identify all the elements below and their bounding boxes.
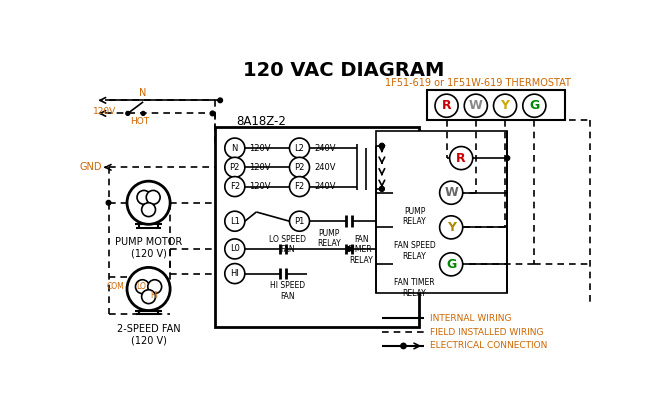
Circle shape: [141, 203, 155, 217]
Text: HI: HI: [151, 291, 159, 300]
Circle shape: [494, 94, 517, 117]
Text: PUMP
RELAY: PUMP RELAY: [317, 229, 340, 248]
Circle shape: [225, 264, 245, 284]
Circle shape: [440, 216, 463, 239]
Circle shape: [225, 211, 245, 231]
Circle shape: [401, 343, 406, 349]
Text: 2-SPEED FAN
(120 V): 2-SPEED FAN (120 V): [117, 323, 180, 345]
Text: 240V: 240V: [314, 182, 336, 191]
Text: FIELD INSTALLED WIRING: FIELD INSTALLED WIRING: [430, 328, 544, 336]
Text: LO SPEED
FAN: LO SPEED FAN: [269, 235, 306, 254]
Circle shape: [141, 111, 145, 115]
Circle shape: [346, 247, 351, 251]
Text: P1: P1: [294, 217, 305, 226]
Circle shape: [440, 181, 463, 204]
Circle shape: [440, 253, 463, 276]
Text: L1: L1: [230, 217, 240, 226]
Text: FAN SPEED
RELAY: FAN SPEED RELAY: [394, 241, 436, 261]
Text: 120V: 120V: [93, 106, 117, 116]
Circle shape: [218, 98, 222, 103]
Circle shape: [380, 143, 384, 148]
Text: P2: P2: [294, 163, 305, 172]
Text: HI SPEED
FAN: HI SPEED FAN: [271, 281, 306, 301]
Text: F2: F2: [230, 182, 240, 191]
Circle shape: [225, 138, 245, 158]
Circle shape: [225, 239, 245, 259]
Text: 8A18Z-2: 8A18Z-2: [236, 115, 286, 128]
Circle shape: [107, 200, 111, 205]
Text: PUMP MOTOR
(120 V): PUMP MOTOR (120 V): [115, 238, 182, 259]
Text: Y: Y: [447, 221, 456, 234]
Circle shape: [148, 280, 161, 294]
Circle shape: [289, 138, 310, 158]
Circle shape: [450, 147, 473, 170]
Text: G: G: [446, 258, 456, 271]
Text: ELECTRICAL CONNECTION: ELECTRICAL CONNECTION: [430, 341, 548, 350]
Circle shape: [435, 94, 458, 117]
Text: INTERNAL WIRING: INTERNAL WIRING: [430, 314, 512, 323]
Circle shape: [523, 94, 546, 117]
Text: FAN TIMER
RELAY: FAN TIMER RELAY: [394, 278, 435, 297]
Text: W: W: [444, 186, 458, 199]
Bar: [215, 127, 419, 328]
Text: FAN
TIMER
RELAY: FAN TIMER RELAY: [349, 235, 373, 265]
Bar: [427, 91, 565, 119]
Circle shape: [137, 190, 151, 204]
Circle shape: [141, 290, 155, 304]
Text: Y: Y: [500, 99, 510, 112]
Circle shape: [127, 267, 170, 310]
Text: L0: L0: [230, 244, 240, 253]
Text: 240V: 240V: [314, 163, 336, 172]
Circle shape: [464, 94, 487, 117]
Circle shape: [289, 157, 310, 177]
Text: GND: GND: [80, 162, 103, 172]
Text: G: G: [529, 99, 539, 112]
Text: 1F51-619 or 1F51W-619 THERMOSTAT: 1F51-619 or 1F51W-619 THERMOSTAT: [385, 78, 571, 88]
Text: P2: P2: [230, 163, 240, 172]
Circle shape: [126, 111, 130, 115]
Circle shape: [210, 111, 215, 116]
Text: PUMP
RELAY: PUMP RELAY: [403, 207, 427, 226]
Circle shape: [146, 190, 160, 204]
Circle shape: [380, 186, 384, 191]
Bar: [377, 131, 507, 293]
Text: HOT: HOT: [130, 116, 149, 126]
Circle shape: [225, 176, 245, 197]
Text: 120V: 120V: [249, 163, 271, 172]
Circle shape: [380, 143, 384, 148]
Circle shape: [225, 157, 245, 177]
Text: N: N: [139, 88, 147, 98]
Circle shape: [135, 280, 149, 294]
Circle shape: [380, 186, 384, 191]
Text: R: R: [456, 152, 466, 165]
Text: N: N: [232, 144, 238, 153]
Text: LO: LO: [137, 282, 147, 291]
Text: W: W: [469, 99, 482, 112]
Text: L2: L2: [295, 144, 304, 153]
Text: 120V: 120V: [249, 182, 271, 191]
Circle shape: [505, 156, 510, 160]
Circle shape: [127, 181, 170, 224]
Text: COM: COM: [106, 282, 124, 291]
Text: HI: HI: [230, 269, 239, 278]
Text: F2: F2: [294, 182, 305, 191]
Text: R: R: [442, 99, 452, 112]
Text: 120V: 120V: [249, 144, 271, 153]
Circle shape: [289, 176, 310, 197]
Text: 240V: 240V: [314, 144, 336, 153]
Circle shape: [289, 211, 310, 231]
Text: 120 VAC DIAGRAM: 120 VAC DIAGRAM: [243, 61, 444, 80]
